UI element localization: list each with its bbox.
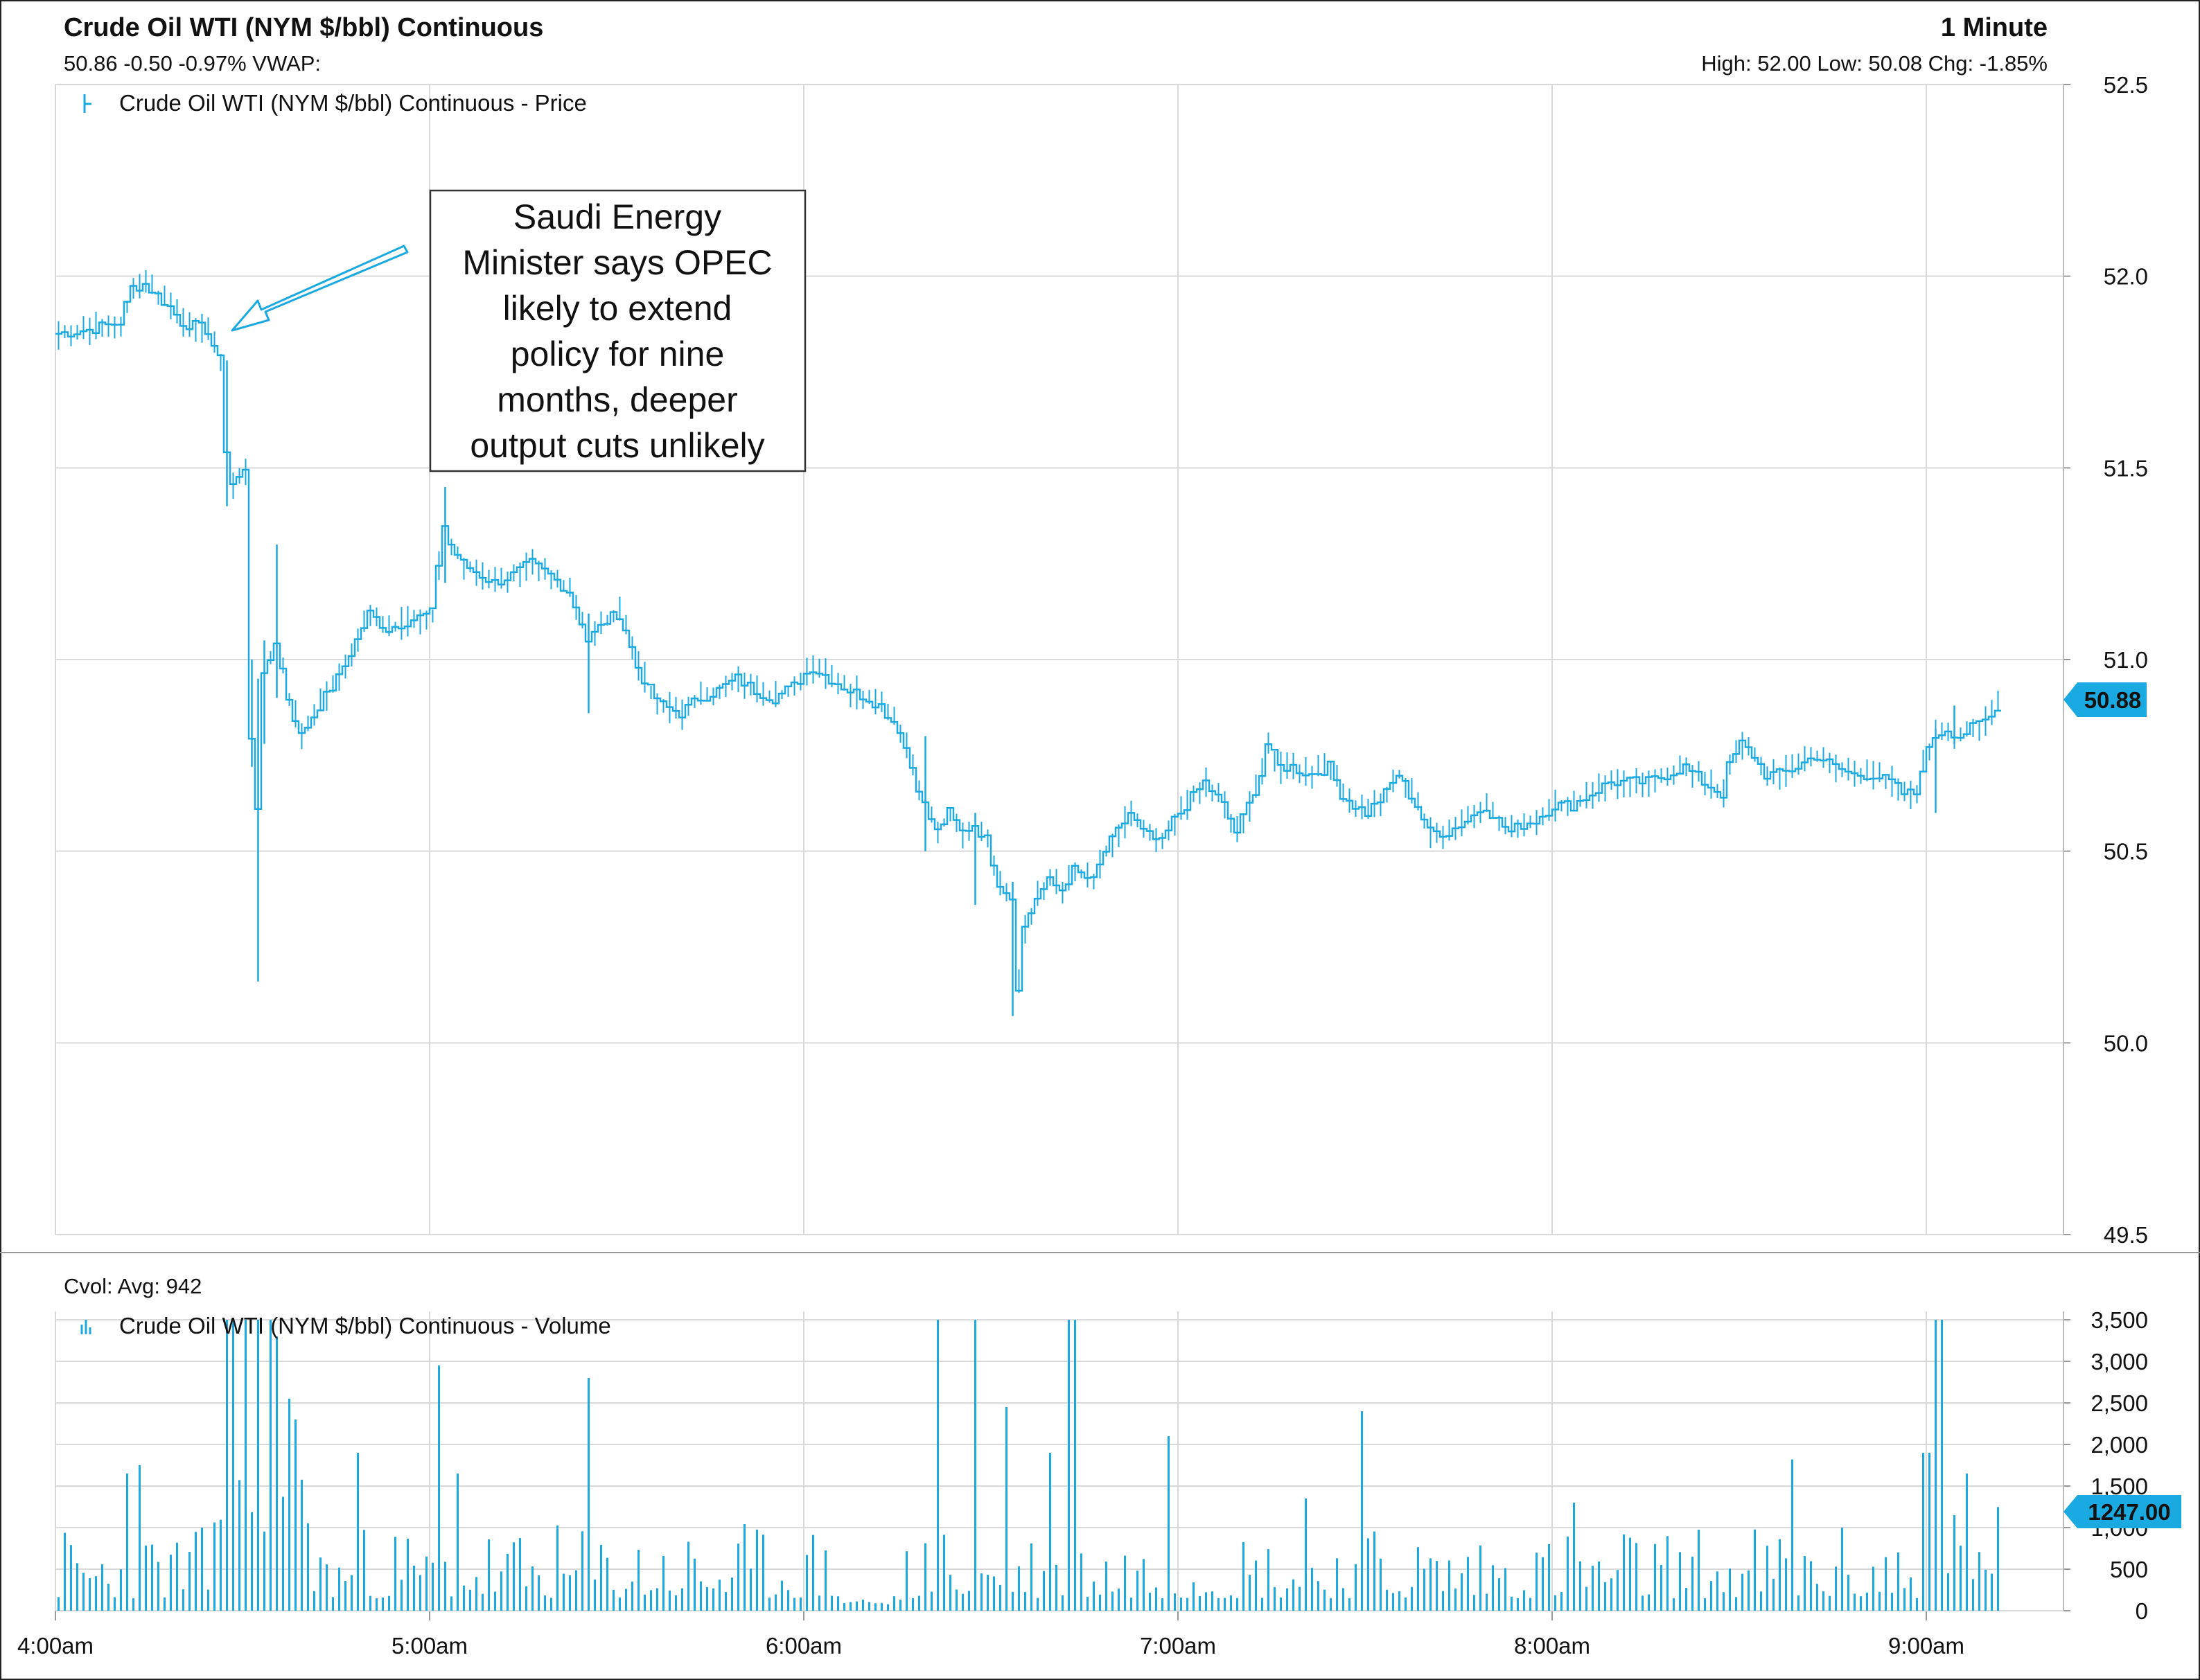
- price-legend: Crude Oil WTI (NYM $/bbl) Continuous - P…: [83, 90, 587, 116]
- price-tick-label: 49.5: [2104, 1222, 2148, 1248]
- axis-labels: 4:00am 5:00am 6:00am 7:00am 8:00am 9:00am 52.5…: [17, 72, 2148, 1659]
- price-legend-icon: [83, 94, 91, 113]
- annotation-line: Saudi Energy: [513, 197, 721, 236]
- volume-legend-icon: [80, 1320, 91, 1334]
- range-line: High: 52.00 Low: 50.08 Chg: -1.85%: [1701, 51, 2048, 76]
- quote-line: 50.86 -0.50 -0.97% VWAP:: [64, 51, 321, 76]
- price-tick-label: 51.0: [2104, 647, 2148, 673]
- volume-legend: Crude Oil WTI (NYM $/bbl) Continuous - V…: [80, 1313, 611, 1338]
- price-tick-label: 52.5: [2104, 72, 2148, 98]
- x-tick-label: 5:00am: [391, 1633, 468, 1659]
- news-annotation: Saudi Energy Minister says OPEC likely t…: [429, 189, 807, 472]
- x-tick-label: 7:00am: [1140, 1633, 1216, 1659]
- annotation-line: policy for nine: [511, 335, 725, 373]
- annotation-line: Minister says OPEC: [462, 243, 772, 282]
- annotation-line: months, deeper: [497, 380, 737, 419]
- volume-tick-label: 3,000: [2091, 1349, 2148, 1374]
- x-tick-label: 4:00am: [17, 1633, 94, 1659]
- price-tick-label: 52.0: [2104, 264, 2148, 290]
- volume-bars: [58, 1320, 1999, 1611]
- volume-tick-label: 3,500: [2091, 1307, 2148, 1333]
- x-tick-label: 8:00am: [1514, 1633, 1590, 1659]
- last-price-badge: 50.88: [2063, 682, 2147, 717]
- interval-label[interactable]: 1 Minute: [1941, 13, 2048, 42]
- volume-tick-label: 2,500: [2091, 1390, 2148, 1416]
- annotation-line: output cuts unlikely: [470, 426, 764, 465]
- volume-tick-label: 0: [2136, 1598, 2148, 1624]
- price-series: [55, 269, 2001, 1016]
- price-tick-label: 50.5: [2104, 839, 2148, 865]
- volume-tick-label: 1,500: [2091, 1474, 2148, 1499]
- chart-title: Crude Oil WTI (NYM $/bbl) Continuous: [64, 13, 543, 42]
- annotation-arrow-icon: [231, 245, 409, 332]
- cvol-label: Cvol: Avg: 942: [64, 1274, 202, 1298]
- last-price-value: 50.88: [2084, 687, 2142, 713]
- last-volume-value: 1247.00: [2088, 1499, 2170, 1525]
- volume-tick-label: 2,000: [2091, 1432, 2148, 1458]
- price-tick-label: 50.0: [2104, 1030, 2148, 1056]
- x-tick-label: 6:00am: [766, 1633, 842, 1659]
- price-line: [55, 283, 2001, 992]
- volume-legend-label: Crude Oil WTI (NYM $/bbl) Continuous - V…: [119, 1313, 611, 1338]
- annotation-line: likely to extend: [503, 289, 732, 328]
- price-tick-label: 51.5: [2104, 455, 2148, 481]
- volume-tick-label: 500: [2110, 1557, 2148, 1582]
- price-legend-label: Crude Oil WTI (NYM $/bbl) Continuous - P…: [119, 90, 587, 116]
- x-tick-label: 9:00am: [1888, 1633, 1964, 1659]
- last-volume-badge: 1247.00: [2063, 1495, 2181, 1528]
